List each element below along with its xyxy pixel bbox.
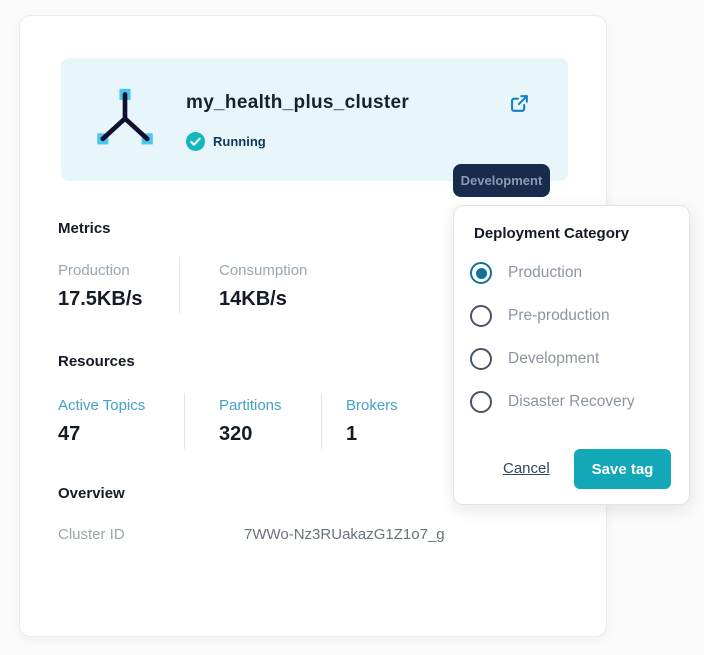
save-tag-button[interactable]: Save tag (574, 449, 671, 489)
resource-active-topics: Active Topics 47 (58, 397, 145, 446)
radio-label: Disaster Recovery (508, 393, 635, 410)
resource-value: 320 (219, 423, 253, 445)
metric-value: 14KB/s (219, 288, 287, 310)
radio-icon[interactable] (470, 305, 492, 327)
overview-heading: Overview (58, 485, 125, 502)
radio-option-production[interactable]: Production (470, 262, 582, 284)
resource-label: Brokers (346, 397, 398, 414)
status-badge: Running (186, 132, 266, 151)
external-link-icon[interactable] (508, 92, 531, 115)
metric-label: Consumption (219, 262, 308, 279)
metric-value: 17.5KB/s (58, 288, 143, 310)
cluster-title: my_health_plus_cluster (186, 92, 410, 113)
radio-option-pre-production[interactable]: Pre-production (470, 305, 610, 327)
popover-title: Deployment Category (474, 225, 630, 242)
metric-production: Production 17.5KB/s (58, 262, 143, 311)
deployment-tag-badge[interactable]: Development (453, 164, 550, 197)
cluster-icon (97, 88, 153, 145)
radio-label: Pre-production (508, 307, 610, 324)
resource-value: 47 (58, 423, 81, 445)
radio-icon[interactable] (470, 348, 492, 370)
check-circle-icon (186, 132, 205, 151)
radio-option-development[interactable]: Development (470, 348, 599, 370)
resource-label: Active Topics (58, 397, 146, 414)
divider (321, 393, 322, 449)
resource-value: 1 (346, 423, 358, 445)
status-label: Running (213, 134, 266, 149)
deployment-category-popover: Deployment Category Production Pre-produ… (453, 205, 690, 505)
divider (179, 258, 180, 314)
radio-label: Production (508, 264, 583, 281)
radio-icon[interactable] (470, 262, 492, 284)
resource-label: Partitions (219, 397, 282, 414)
cluster-id-label: Cluster ID (58, 526, 125, 543)
resource-partitions: Partitions 320 (219, 397, 282, 446)
metrics-heading: Metrics (58, 220, 111, 237)
cluster-header: my_health_plus_cluster Running (61, 58, 568, 181)
cluster-id-value: 7WWo-Nz3RUakazG1Z1o7_g (244, 526, 445, 543)
resources-heading: Resources (58, 353, 135, 370)
divider (184, 393, 185, 449)
metric-label: Production (58, 262, 130, 279)
radio-icon[interactable] (470, 391, 492, 413)
metric-consumption: Consumption 14KB/s (219, 262, 307, 311)
cancel-link[interactable]: Cancel (503, 460, 550, 477)
radio-label: Development (508, 350, 600, 367)
radio-option-disaster-recovery[interactable]: Disaster Recovery (470, 391, 635, 413)
resource-brokers: Brokers 1 (346, 397, 398, 446)
